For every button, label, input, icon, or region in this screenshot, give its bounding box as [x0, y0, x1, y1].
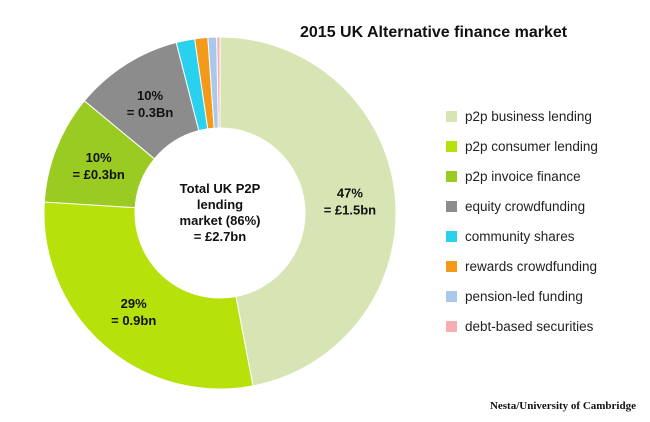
legend: p2p business lending p2p consumer lending… [446, 101, 598, 341]
legend-label: equity crowdfunding [465, 198, 586, 214]
legend-swatch [446, 230, 457, 242]
legend-label: debt-based securities [465, 318, 594, 334]
legend-item-debt-based-securities: debt-based securities [446, 311, 598, 341]
chart-title: 2015 UK Alternative finance market [300, 24, 568, 41]
slice-label-p2p-business-lending: 47% = £1.5bn [324, 186, 376, 218]
legend-swatch [446, 170, 457, 182]
legend-swatch [446, 110, 457, 122]
legend-item-pension-led-funding: pension-led funding [446, 281, 598, 311]
legend-label: rewards crowdfunding [465, 258, 598, 274]
slice-p2p-business-lending [219, 36, 397, 387]
legend-swatch [446, 320, 457, 332]
legend-label: p2p invoice finance [465, 168, 581, 184]
slice-label-p2p-consumer-lending: 29% = 0.9bn [111, 296, 156, 328]
legend-label: p2p consumer lending [465, 138, 598, 154]
legend-item-p2p-consumer-lending: p2p consumer lending [446, 131, 598, 161]
legend-item-rewards-crowdfunding: rewards crowdfunding [446, 251, 598, 281]
center-label: Total UK P2P lending market (86%) = £2.7bn [180, 181, 261, 244]
legend-swatch [446, 260, 457, 272]
slice-debt-based-securities [216, 36, 221, 129]
legend-item-equity-crowdfunding: equity crowdfunding [446, 191, 598, 221]
legend-item-p2p-invoice-finance: p2p invoice finance [446, 161, 598, 191]
legend-item-community-shares: community shares [446, 221, 598, 251]
legend-swatch [446, 140, 457, 152]
legend-label: pension-led funding [465, 288, 583, 304]
legend-label: community shares [465, 228, 575, 244]
slice-p2p-consumer-lending [43, 201, 254, 390]
legend-swatch [446, 200, 457, 212]
source-note: Nesta/University of Cambridge [489, 400, 636, 412]
legend-swatch [446, 290, 457, 302]
slice-label-p2p-invoice-finance: 10% = £0.3bn [72, 150, 124, 182]
legend-label: p2p business lending [465, 108, 592, 124]
legend-item-p2p-business-lending: p2p business lending [446, 101, 598, 131]
slice-label-equity-crowdfunding: 10% = 0.3Bn [127, 88, 174, 120]
